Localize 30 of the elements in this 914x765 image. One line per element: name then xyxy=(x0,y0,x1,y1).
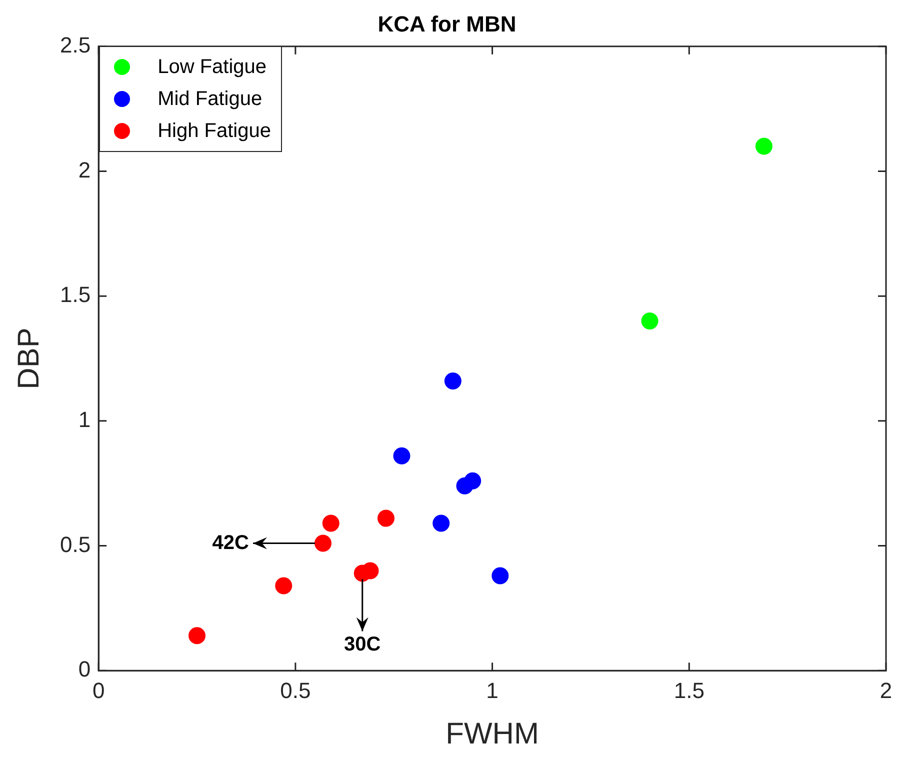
legend-label: Mid Fatigue xyxy=(158,88,262,111)
point xyxy=(641,312,658,330)
point xyxy=(444,372,462,390)
y-tick-label: 1 xyxy=(78,406,91,432)
annotation: 30C xyxy=(344,634,381,656)
y-tick-label: 2 xyxy=(78,157,91,182)
point xyxy=(492,567,509,584)
y-axis-title: DBP xyxy=(12,328,46,390)
y-tick-label: 2.5 xyxy=(60,32,91,58)
point xyxy=(275,577,292,594)
y-tick-label: 1.5 xyxy=(60,282,91,308)
point xyxy=(314,534,332,552)
point xyxy=(377,510,394,527)
x-tick-label: 0.5 xyxy=(280,678,311,703)
x-tick-label: 2 xyxy=(880,678,892,703)
point xyxy=(432,514,450,532)
annotation: 42C xyxy=(212,532,249,554)
legend-label: Low Fatigue xyxy=(158,56,267,79)
y-tick-label: 0.5 xyxy=(60,532,91,557)
chart-title: KCA for MBN xyxy=(378,11,516,36)
point xyxy=(755,138,772,155)
x-tick-label: 1.5 xyxy=(674,678,704,703)
point xyxy=(188,627,206,644)
x-tick-label: 1 xyxy=(486,678,498,703)
x-axis-title: FWHM xyxy=(446,717,539,750)
point xyxy=(322,514,340,532)
point xyxy=(393,447,410,464)
y-tick-label: 0 xyxy=(78,656,91,682)
legend-label: High Fatigue xyxy=(158,120,271,143)
point xyxy=(456,477,474,494)
